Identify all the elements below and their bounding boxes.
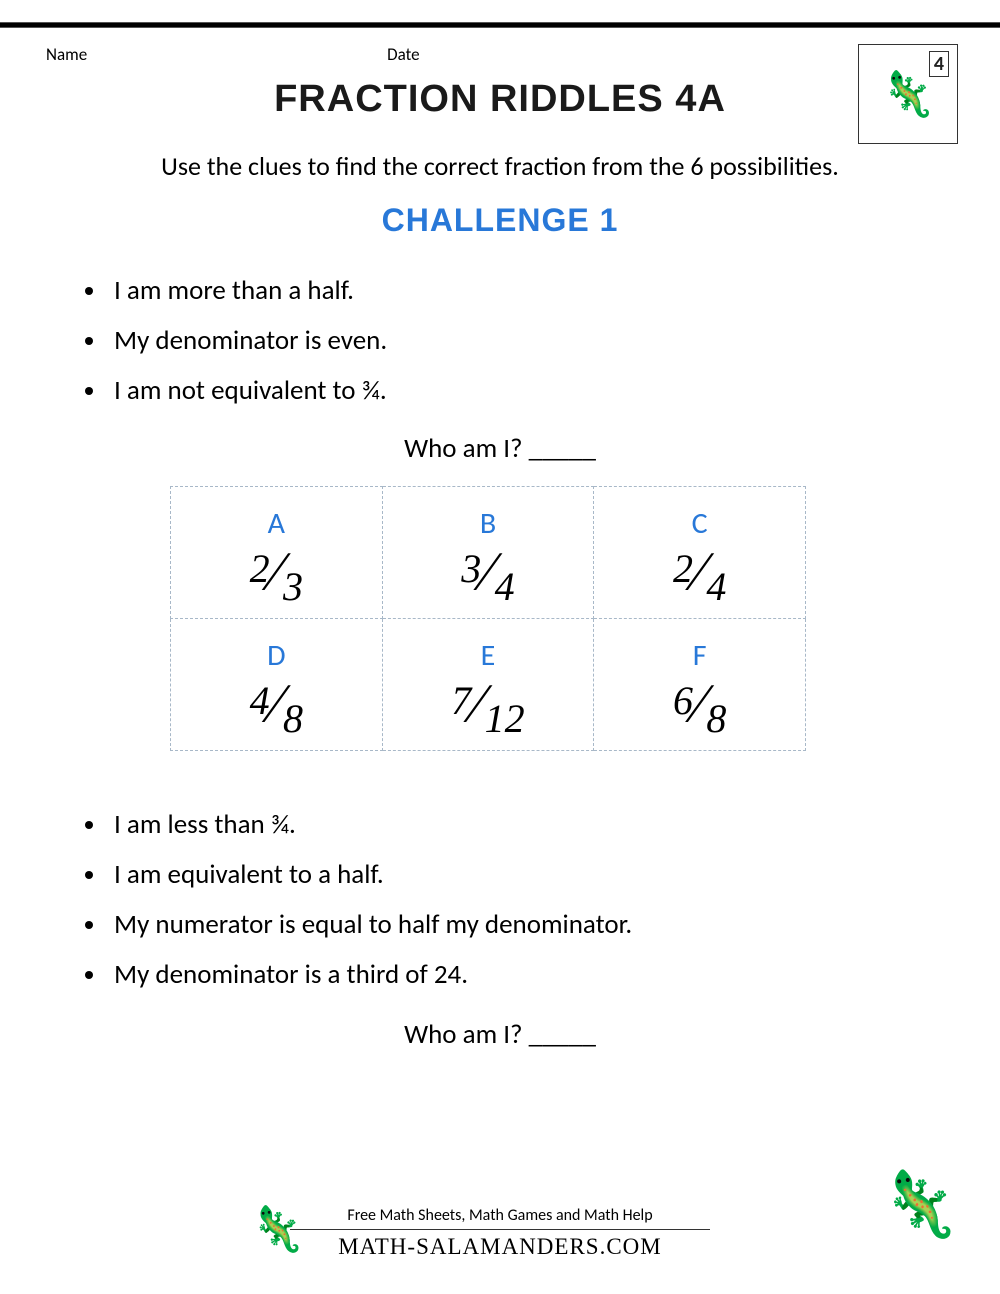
table-row: A 2⁄3 B 3⁄4 C 2⁄4 <box>171 487 806 619</box>
clue-item: My numerator is equal to half my denomin… <box>108 900 940 950</box>
date-label: Date <box>387 44 419 65</box>
fraction-cell-c: C 2⁄4 <box>594 487 806 619</box>
clue-item: I am not equivalent to ¾. <box>108 366 940 416</box>
fraction-cell-b: B 3⁄4 <box>382 487 594 619</box>
fraction-cell-f: F 6⁄8 <box>594 619 806 751</box>
fraction: 7⁄12 <box>451 672 524 736</box>
cell-label: E <box>383 637 594 674</box>
fraction: 2⁄3 <box>250 540 303 604</box>
clue-item: I am equivalent to a half. <box>108 850 940 900</box>
fraction: 6⁄8 <box>673 672 726 736</box>
clue-item: My denominator is even. <box>108 316 940 366</box>
cell-label: A <box>171 505 382 542</box>
grade-badge: 4 <box>929 51 949 77</box>
top-rule <box>0 22 1000 28</box>
fraction: 2⁄4 <box>673 540 726 604</box>
table-row: D 4⁄8 E 7⁄12 F 6⁄8 <box>171 619 806 751</box>
footer-brand: MATH-SALAMANDERS.COM <box>0 1234 1000 1260</box>
clue-item: I am less than ¾. <box>108 800 940 850</box>
clues-list-1: I am more than a half. My denominator is… <box>90 266 940 416</box>
fraction-cell-d: D 4⁄8 <box>171 619 383 751</box>
name-label: Name <box>46 44 87 65</box>
subtitle: Use the clues to find the correct fracti… <box>0 150 1000 182</box>
fraction: 3⁄4 <box>461 540 514 604</box>
footer-tagline: Free Math Sheets, Math Games and Math He… <box>0 1206 1000 1225</box>
fraction-cell-e: E 7⁄12 <box>382 619 594 751</box>
cell-label: F <box>594 637 805 674</box>
fraction-table: A 2⁄3 B 3⁄4 C 2⁄4 D 4⁄8 E 7⁄12 F 6⁄8 <box>170 486 806 751</box>
footer: Free Math Sheets, Math Games and Math He… <box>0 1206 1000 1260</box>
footer-rule <box>290 1229 710 1230</box>
who-prompt-2: Who am I? _____ <box>0 1018 1000 1051</box>
clues-list-2: I am less than ¾. I am equivalent to a h… <box>90 800 940 1000</box>
clue-item: I am more than a half. <box>108 266 940 316</box>
fraction-cell-a: A 2⁄3 <box>171 487 383 619</box>
who-prompt-1: Who am I? _____ <box>0 432 1000 465</box>
fraction: 4⁄8 <box>250 672 303 736</box>
cell-label: C <box>594 505 805 542</box>
challenge-header: CHALLENGE 1 <box>0 202 1000 239</box>
page-title: FRACTION RIDDLES 4A <box>0 78 1000 121</box>
header-row: Name Date <box>46 44 954 65</box>
clue-item: My denominator is a third of 24. <box>108 950 940 1000</box>
cell-label: B <box>383 505 594 542</box>
cell-label: D <box>171 637 382 674</box>
